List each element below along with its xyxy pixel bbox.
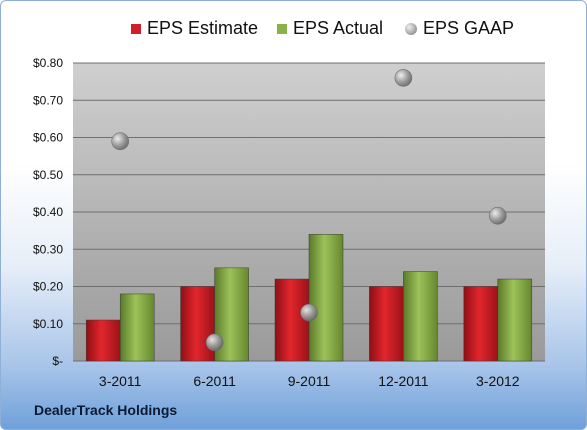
- marker-eps-gaap: [394, 69, 413, 87]
- x-tick-label: 3-2011: [99, 373, 142, 389]
- bar-eps-estimate: [274, 278, 310, 362]
- y-tick-label: $0.70: [33, 93, 63, 107]
- y-tick-label: $0.80: [33, 56, 63, 70]
- x-tick-label: 9-2011: [288, 373, 331, 389]
- y-tick-label: $0.50: [33, 168, 63, 182]
- marker-eps-gaap: [488, 206, 507, 225]
- bar-eps-estimate: [85, 319, 121, 362]
- x-tick-label: 12-2011: [378, 373, 429, 389]
- company-name: DealerTrack Holdings: [34, 402, 178, 418]
- x-tick-label: 6-2011: [193, 373, 236, 389]
- y-tick-label: $0.30: [33, 242, 63, 256]
- x-tick-label: 3-2012: [476, 373, 520, 389]
- legend-swatch-actual: [277, 23, 287, 34]
- marker-eps-gaap: [111, 132, 129, 151]
- bar-eps-actual: [308, 234, 344, 362]
- legend-label-actual: EPS Actual: [293, 18, 384, 38]
- bar-eps-estimate: [463, 286, 499, 362]
- legend-label-estimate: EPS Estimate: [147, 18, 259, 38]
- bar-eps-actual: [497, 278, 533, 362]
- legend-swatch-estimate: [131, 23, 141, 34]
- legend-item-eps-gaap: EPS GAAP: [405, 18, 514, 39]
- legend-item-eps-actual: EPS Actual: [277, 18, 383, 39]
- marker-eps-gaap: [205, 333, 224, 352]
- bar-eps-actual: [119, 293, 155, 362]
- y-tick-label: $0.10: [33, 317, 63, 331]
- bar-eps-estimate: [180, 286, 215, 362]
- y-tick-label: $0.40: [33, 205, 63, 219]
- legend-item-eps-estimate: EPS Estimate: [131, 18, 258, 39]
- legend-label-gaap: EPS GAAP: [423, 18, 515, 38]
- y-tick-label: $0.20: [33, 280, 63, 294]
- legend-marker-gaap: [405, 22, 417, 35]
- y-tick-label: $0.60: [33, 131, 63, 145]
- marker-eps-gaap: [300, 303, 318, 322]
- y-tick-label: $-: [52, 354, 63, 368]
- bar-eps-estimate: [369, 286, 404, 362]
- chart-legend: EPS Estimate EPS Actual EPS GAAP: [1, 18, 586, 42]
- bar-eps-actual: [403, 271, 438, 362]
